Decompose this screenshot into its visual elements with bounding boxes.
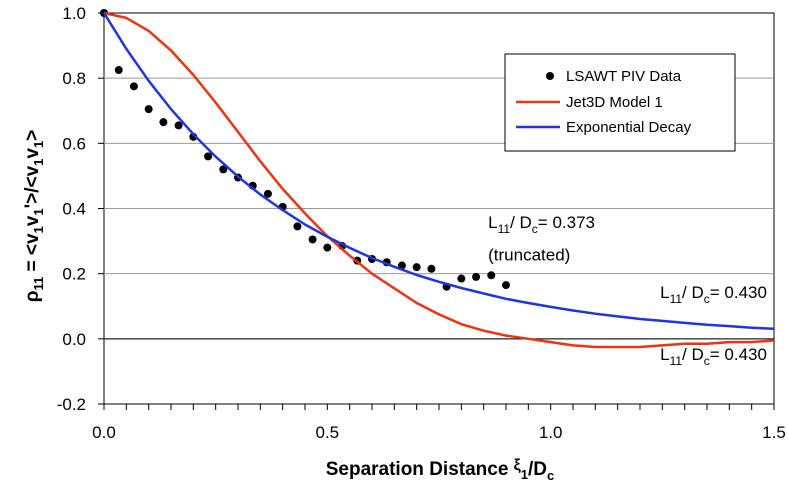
x-tick-label: 1.5 (762, 423, 786, 442)
legend-label-jet3d: Jet3D Model 1 (566, 94, 663, 111)
annotations: L11/ Dc= 0.373 (truncated) L11/ Dc= 0.430 L… (488, 213, 767, 368)
data-point (412, 263, 421, 272)
axes (98, 12, 775, 410)
annotation-label: L11/ Dc= 0.430 (660, 283, 767, 306)
legend-label-piv: LSAWT PIV Data (566, 68, 682, 85)
data-point (114, 66, 123, 75)
data-point (457, 274, 466, 283)
data-point (427, 264, 436, 273)
x-tick-label: 0.5 (316, 423, 340, 442)
data-point (323, 243, 332, 252)
data-point (502, 281, 510, 290)
data-point (293, 222, 302, 231)
data-point (129, 82, 138, 91)
data-point (308, 235, 317, 244)
data-point (487, 271, 496, 280)
legend: LSAWT PIV Data Jet3D Model 1 Exponential… (504, 53, 736, 152)
series-line-2 (102, 12, 775, 330)
annotation-label: L11/ Dc= 0.373 (488, 213, 595, 236)
y-tick-label: -0.2 (57, 395, 86, 414)
y-axis-title: ρ11 = <v1v1'>/<v1v1> (22, 130, 46, 303)
series-line-1 (103, 11, 775, 349)
legend-marker-piv (546, 72, 554, 80)
series-layer (100, 9, 775, 349)
data-point (204, 152, 213, 161)
x-tick-label: 0.0 (92, 423, 116, 442)
y-tick-label: 1.0 (62, 4, 86, 23)
data-point (397, 261, 406, 270)
data-point (472, 272, 481, 281)
y-tick-label: 0.0 (62, 330, 86, 349)
data-point (219, 165, 228, 174)
x-axis-title: Separation Distance ξ1/Dc (326, 457, 555, 483)
legend-label-exponential: Exponential Decay (566, 119, 692, 136)
y-tick-label: 0.6 (62, 134, 86, 153)
data-point (263, 189, 272, 198)
data-point (144, 105, 153, 114)
y-tick-label: 0.4 (62, 200, 86, 219)
y-tick-label: 0.2 (62, 265, 86, 284)
data-point (174, 121, 183, 130)
annotation-label: (truncated) (488, 246, 570, 265)
y-tick-labels: 1.0 0.8 0.6 0.4 0.2 0.0 -0.2 (57, 4, 86, 414)
data-point (159, 118, 168, 127)
annotation-label: L11/ Dc= 0.430 (660, 345, 767, 368)
y-tick-label: 0.8 (62, 69, 86, 88)
x-tick-label: 1.0 (539, 423, 563, 442)
x-tick-labels: 0.0 0.5 1.0 1.5 (92, 423, 786, 442)
